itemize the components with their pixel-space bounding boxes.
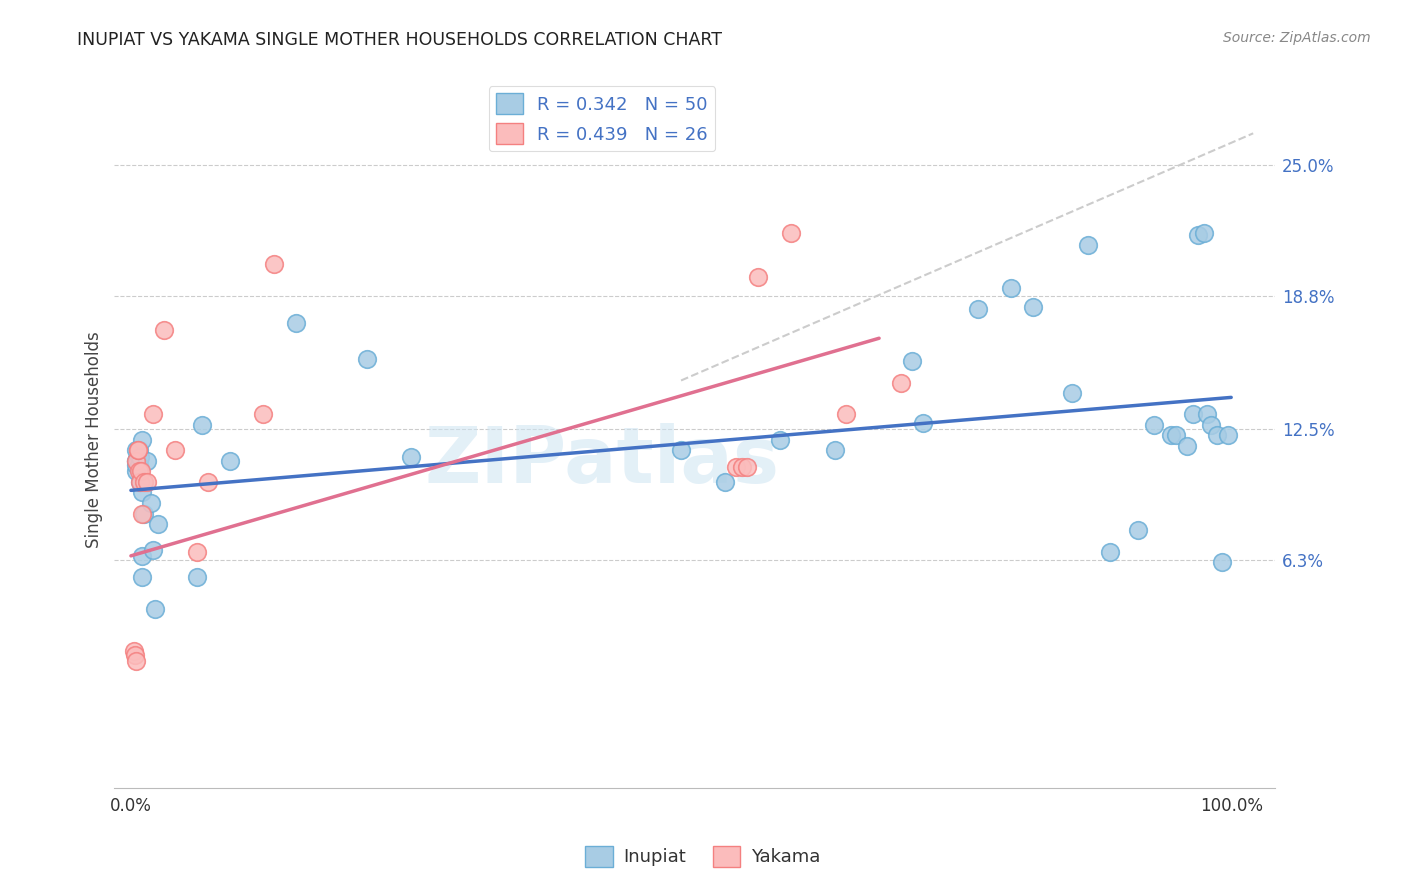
- Point: [252, 407, 274, 421]
- Point: [136, 454, 159, 468]
- Point: [1211, 555, 1233, 569]
- Point: [191, 417, 214, 432]
- Point: [1099, 544, 1122, 558]
- Text: ZIPatlas: ZIPatlas: [425, 423, 779, 499]
- Point: [136, 475, 159, 489]
- Y-axis label: Single Mother Households: Single Mother Households: [86, 331, 103, 548]
- Point: [128, 450, 150, 464]
- Point: [125, 454, 148, 468]
- Point: [131, 549, 153, 563]
- Point: [219, 454, 242, 468]
- Point: [1060, 386, 1083, 401]
- Point: [890, 376, 912, 390]
- Point: [769, 433, 792, 447]
- Point: [139, 496, 162, 510]
- Point: [131, 507, 153, 521]
- Point: [186, 570, 208, 584]
- Point: [730, 460, 752, 475]
- Point: [122, 644, 145, 658]
- Point: [128, 475, 150, 489]
- Point: [129, 464, 152, 478]
- Point: [125, 655, 148, 669]
- Point: [714, 475, 737, 489]
- Point: [197, 475, 219, 489]
- Point: [1216, 428, 1239, 442]
- Point: [1187, 227, 1209, 242]
- Point: [142, 407, 165, 421]
- Point: [186, 544, 208, 558]
- Point: [124, 648, 146, 662]
- Point: [125, 443, 148, 458]
- Text: INUPIAT VS YAKAMA SINGLE MOTHER HOUSEHOLDS CORRELATION CHART: INUPIAT VS YAKAMA SINGLE MOTHER HOUSEHOL…: [77, 31, 723, 49]
- Point: [1000, 280, 1022, 294]
- Point: [356, 352, 378, 367]
- Point: [725, 460, 748, 475]
- Point: [143, 601, 166, 615]
- Point: [128, 475, 150, 489]
- Point: [163, 443, 186, 458]
- Point: [127, 443, 149, 458]
- Point: [125, 454, 148, 468]
- Point: [967, 301, 990, 316]
- Point: [134, 507, 156, 521]
- Text: Source: ZipAtlas.com: Source: ZipAtlas.com: [1223, 31, 1371, 45]
- Point: [134, 475, 156, 489]
- Point: [148, 517, 170, 532]
- Point: [669, 443, 692, 458]
- Point: [1166, 428, 1188, 442]
- Point: [1205, 428, 1227, 442]
- Point: [125, 464, 148, 478]
- Legend: Inupiat, Yakama: Inupiat, Yakama: [578, 838, 828, 874]
- Point: [912, 416, 935, 430]
- Point: [735, 460, 758, 475]
- Point: [125, 454, 148, 468]
- Point: [1022, 300, 1045, 314]
- Point: [1077, 238, 1099, 252]
- Point: [835, 407, 858, 421]
- Legend: R = 0.342   N = 50, R = 0.439   N = 26: R = 0.342 N = 50, R = 0.439 N = 26: [489, 87, 716, 152]
- Point: [131, 570, 153, 584]
- Point: [128, 464, 150, 478]
- Point: [901, 354, 924, 368]
- Point: [153, 323, 176, 337]
- Point: [1201, 417, 1223, 432]
- Point: [824, 443, 846, 458]
- Point: [1181, 407, 1204, 421]
- Point: [1175, 439, 1198, 453]
- Point: [127, 443, 149, 458]
- Point: [401, 450, 423, 464]
- Point: [131, 485, 153, 500]
- Point: [142, 542, 165, 557]
- Point: [1126, 524, 1149, 538]
- Point: [1143, 417, 1166, 432]
- Point: [263, 257, 285, 271]
- Point: [780, 226, 803, 240]
- Point: [1195, 407, 1218, 421]
- Point: [284, 317, 307, 331]
- Point: [747, 270, 769, 285]
- Point: [131, 433, 153, 447]
- Point: [128, 443, 150, 458]
- Point: [1160, 428, 1182, 442]
- Point: [1192, 226, 1215, 240]
- Point: [128, 458, 150, 472]
- Point: [125, 458, 148, 472]
